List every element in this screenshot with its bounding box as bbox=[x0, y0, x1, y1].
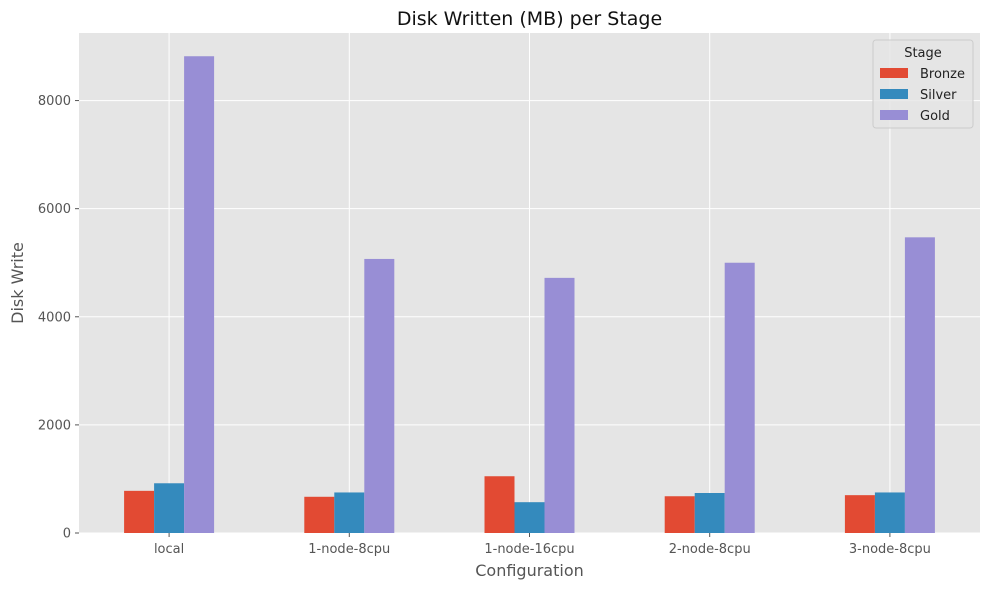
bar-silver-1-node-16cpu bbox=[514, 502, 545, 533]
legend-box bbox=[872, 39, 974, 129]
bar-silver-3-node-8cpu bbox=[874, 492, 905, 533]
bar-gold-3-node-8cpu bbox=[904, 237, 935, 533]
bar-gold-2-node-8cpu bbox=[724, 262, 755, 533]
y-tick-label: 2000 bbox=[38, 418, 71, 433]
legend-title: Stage bbox=[904, 46, 942, 61]
legend-label-silver: Silver bbox=[920, 88, 957, 103]
bars bbox=[124, 56, 935, 533]
x-tick-label: 3-node-8cpu bbox=[849, 542, 931, 557]
x-tick-label: 2-node-8cpu bbox=[669, 542, 751, 557]
x-tick-label: local bbox=[154, 542, 184, 557]
chart-title: Disk Written (MB) per Stage bbox=[397, 8, 662, 30]
legend-label-gold: Gold bbox=[920, 109, 950, 124]
bar-gold-1-node-16cpu bbox=[544, 277, 575, 533]
bar-bronze-local bbox=[124, 490, 155, 533]
legend: Stage Bronze Silver Gold bbox=[872, 39, 974, 129]
legend-swatch-bronze bbox=[880, 68, 908, 78]
bar-bronze-3-node-8cpu bbox=[844, 495, 875, 533]
bar-silver-2-node-8cpu bbox=[694, 493, 725, 533]
bar-silver-local bbox=[154, 483, 185, 533]
y-axis-title: Disk Write bbox=[8, 242, 27, 324]
x-tick-label: 1-node-8cpu bbox=[308, 542, 390, 557]
bar-bronze-1-node-16cpu bbox=[484, 476, 515, 533]
y-tick-label: 6000 bbox=[38, 202, 71, 217]
y-tick-label: 0 bbox=[63, 527, 71, 542]
legend-swatch-gold bbox=[880, 110, 908, 120]
legend-items: Bronze Silver Gold bbox=[880, 67, 965, 124]
bar-bronze-1-node-8cpu bbox=[304, 496, 335, 533]
x-axis-title: Configuration bbox=[475, 561, 584, 580]
grid-lines bbox=[79, 33, 980, 534]
bar-gold-1-node-8cpu bbox=[364, 258, 395, 533]
bar-bronze-2-node-8cpu bbox=[664, 496, 695, 533]
y-tick-label: 8000 bbox=[38, 94, 71, 109]
y-tick-label: 4000 bbox=[38, 310, 71, 325]
legend-swatch-silver bbox=[880, 89, 908, 99]
bar-silver-1-node-8cpu bbox=[334, 492, 365, 533]
bar-gold-local bbox=[184, 56, 215, 533]
axis-ticks: 0 2000 4000 6000 8000 local 1-node-8cpu 1-node-… bbox=[38, 94, 931, 557]
legend-label-bronze: Bronze bbox=[920, 67, 965, 82]
x-tick-label: 1-node-16cpu bbox=[484, 542, 574, 557]
